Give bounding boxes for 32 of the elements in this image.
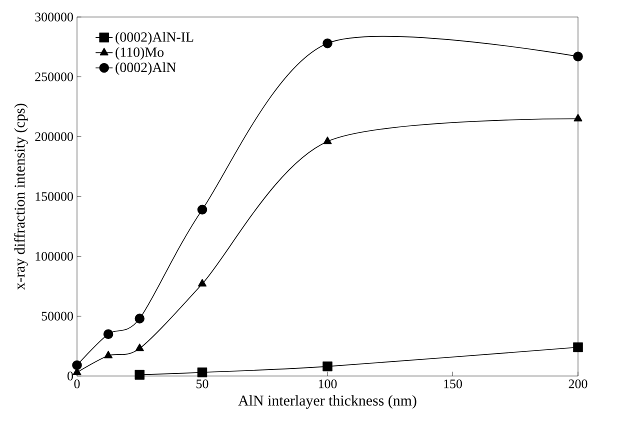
point — [104, 350, 113, 358]
point — [135, 344, 144, 352]
point — [197, 204, 208, 215]
point — [72, 360, 82, 370]
y-tick-label: 0 — [68, 372, 73, 380]
point — [198, 278, 207, 286]
point — [197, 368, 208, 378]
x-tick-label: 200 — [568, 380, 588, 388]
point — [134, 314, 145, 324]
point — [322, 38, 332, 48]
x-axis-title: AlN interlayer thickness (nm) — [238, 395, 416, 409]
y-tick-label: 100000 — [36, 252, 73, 261]
y-tick-label: 300000 — [35, 12, 73, 22]
y-tick-label: 250000 — [35, 72, 73, 82]
y-tick-label: 50000 — [42, 312, 73, 321]
point — [573, 52, 583, 62]
point — [574, 114, 582, 122]
point — [134, 370, 145, 380]
legend-label: (110)Mo — [116, 47, 164, 60]
point — [573, 342, 583, 352]
x-tick-label: 100 — [318, 380, 337, 388]
point — [322, 362, 332, 372]
y-tick-label: 200000 — [35, 132, 73, 142]
point — [323, 136, 332, 144]
legend-label: (0002)AlN-IL — [116, 32, 194, 45]
legend-label: (0002)AlN — [116, 62, 176, 75]
x-tick-label: 50 — [196, 380, 208, 388]
x-tick-label: 150 — [444, 380, 462, 388]
y-tick-label: 150000 — [36, 192, 73, 201]
point — [103, 329, 114, 339]
x-tick-label: 0 — [74, 380, 80, 388]
y-axis-title: x-ray diffraction intensity (cps) — [14, 104, 28, 290]
